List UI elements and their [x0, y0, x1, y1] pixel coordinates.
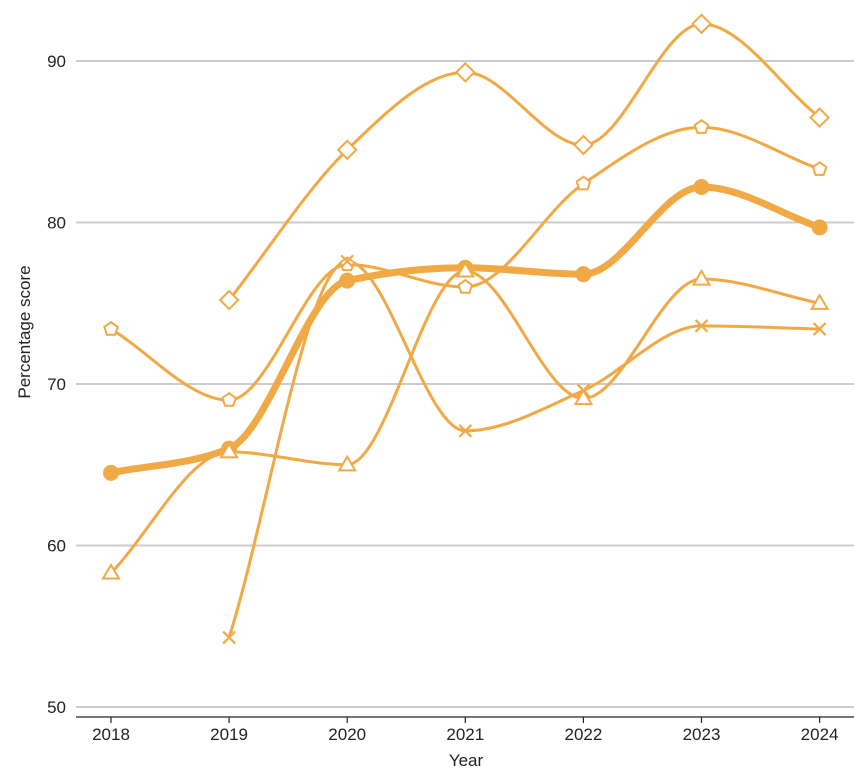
x-marker: [694, 319, 709, 333]
y-tick-label: 90: [47, 52, 66, 71]
x-tick-label: 2019: [210, 725, 248, 744]
x-marker-stroke: [222, 630, 236, 645]
circle-marker: [575, 266, 592, 283]
circle-marker: [811, 219, 828, 236]
diamond-marker: [809, 107, 831, 128]
triangle-marker: [337, 454, 357, 472]
pentagon-marker: [693, 118, 710, 134]
series-markers-x: [222, 254, 827, 645]
x-tick-label: 2023: [683, 725, 721, 744]
x-tick-label: 2018: [92, 725, 130, 744]
triangle-marker: [809, 293, 830, 310]
x-marker: [340, 254, 354, 269]
series-line-diamond: [227, 22, 822, 302]
axes: 50 60 70 80 90 2018 2019 2020 2021 2022 2023 2024: [47, 52, 854, 744]
y-axis-title: Percentage score: [15, 265, 34, 398]
triangle-marker: [219, 441, 239, 459]
diamond-marker: [572, 134, 594, 156]
x-axis-title: Year: [449, 751, 484, 770]
series-markers-pentagon: [103, 118, 828, 407]
x-marker-stroke: [576, 383, 591, 398]
x-marker: [812, 322, 827, 336]
x-marker: [458, 424, 473, 438]
pentagon-marker: [457, 278, 474, 294]
triangle-marker: [101, 562, 121, 580]
x-tick-label: 2022: [564, 725, 602, 744]
diamond-marker: [218, 289, 240, 311]
circle-marker: [339, 272, 356, 289]
x-marker-stroke: [340, 254, 354, 269]
series-line-triangle: [109, 269, 822, 575]
y-tick-label: 70: [47, 375, 66, 394]
pentagon-marker: [575, 175, 592, 191]
diamond-marker: [691, 13, 712, 35]
circle-marker: [693, 178, 710, 195]
series-markers-triangle: [101, 260, 830, 580]
diamond-marker: [336, 139, 358, 161]
y-tick-label: 80: [47, 214, 66, 233]
pentagon-marker: [339, 256, 356, 272]
circle-marker: [103, 464, 119, 481]
x-tick-label: 2024: [801, 725, 839, 744]
pentagon-marker: [103, 320, 119, 336]
x-marker-stroke: [458, 424, 473, 438]
pentagon-marker: [221, 391, 237, 407]
series-markers-diamond: [218, 13, 831, 311]
triangle-marker: [455, 260, 476, 278]
triangle-marker: [573, 388, 594, 406]
x-marker: [222, 630, 236, 645]
y-tick-label: 60: [47, 537, 66, 556]
gridlines: [76, 60, 854, 708]
x-marker-stroke: [812, 322, 827, 336]
series-markers-circle: [103, 178, 828, 481]
pentagon-marker: [811, 160, 828, 176]
y-tick-label: 50: [47, 698, 66, 717]
triangle-marker: [691, 269, 712, 286]
x-marker-stroke: [694, 319, 709, 333]
x-marker: [576, 383, 591, 398]
x-tick-label: 2021: [446, 725, 484, 744]
series-line-x: [227, 259, 822, 640]
x-tick-label: 2020: [328, 725, 366, 744]
markers-group: [101, 13, 831, 645]
diamond-marker: [454, 61, 476, 83]
